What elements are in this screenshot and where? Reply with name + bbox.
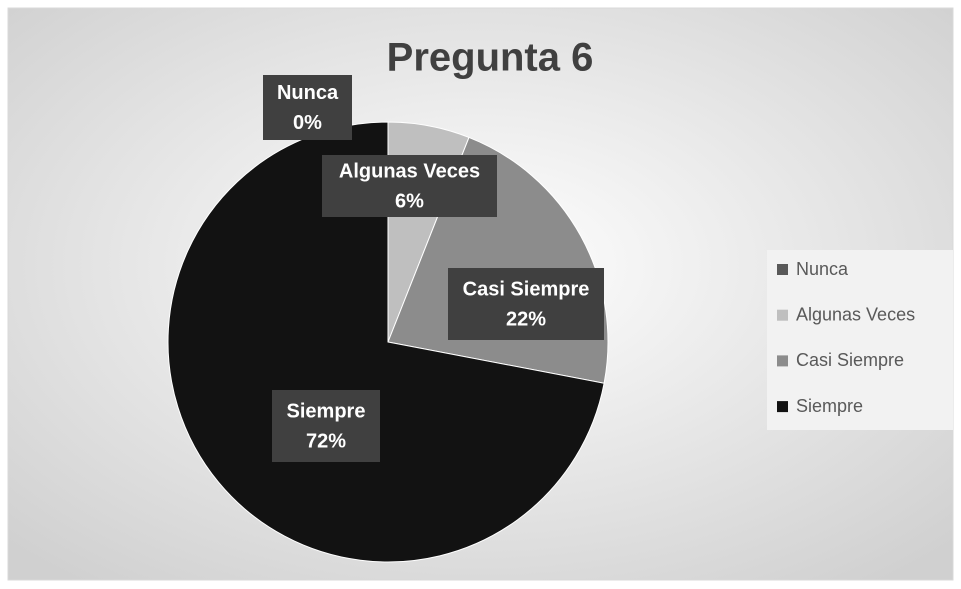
data-label-category: Algunas Veces xyxy=(339,160,480,182)
legend-label: Casi Siempre xyxy=(796,350,904,370)
data-label-box xyxy=(263,75,352,140)
data-label-category: Siempre xyxy=(287,400,366,422)
data-label-category: Casi Siempre xyxy=(463,278,590,300)
legend-swatch xyxy=(777,309,788,321)
data-label-value: 22% xyxy=(506,308,546,330)
data-label-box xyxy=(448,268,604,340)
data-label-box xyxy=(272,390,380,462)
data-label-value: 6% xyxy=(395,190,424,212)
chart-title: Pregunta 6 xyxy=(387,36,594,80)
legend-label: Algunas Veces xyxy=(796,304,915,324)
legend-swatch xyxy=(777,355,788,367)
legend-label: Siempre xyxy=(796,396,863,416)
data-label-value: 0% xyxy=(293,112,322,134)
legend-swatch xyxy=(777,264,788,275)
legend-label: Nunca xyxy=(796,259,849,279)
legend-swatch xyxy=(777,401,788,413)
data-label-value: 72% xyxy=(306,430,346,452)
data-label-category: Nunca xyxy=(277,82,339,104)
data-label-box xyxy=(322,155,497,217)
legend-box xyxy=(767,250,953,430)
